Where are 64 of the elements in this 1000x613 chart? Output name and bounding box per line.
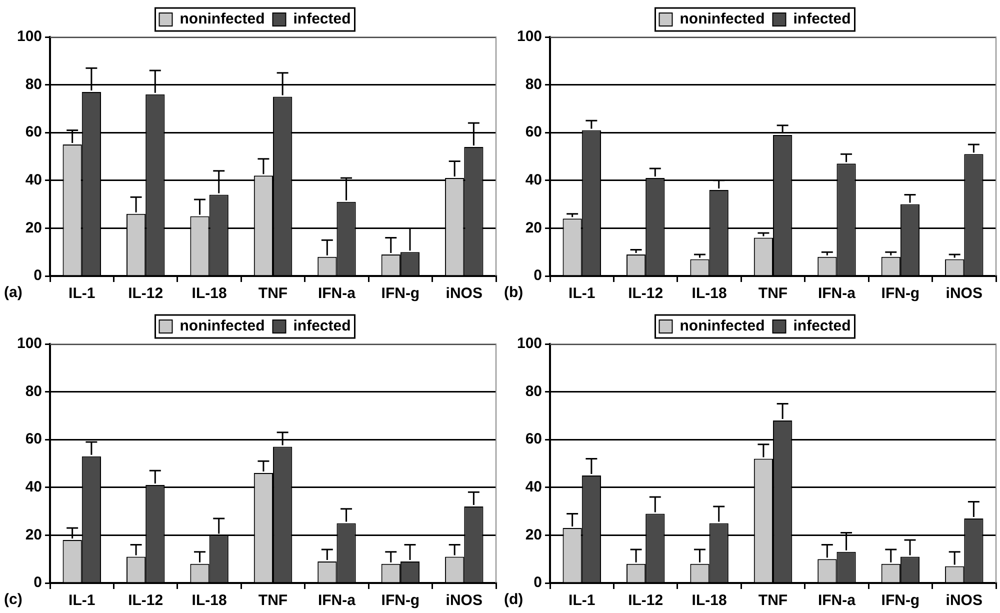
legend-label: noninfected xyxy=(680,10,765,28)
x-tick-label: IL-18 xyxy=(192,285,227,302)
y-tick-label: 0 xyxy=(534,267,542,284)
y-tick-label: 60 xyxy=(25,430,42,448)
legend-label: infected xyxy=(293,10,351,28)
x-tick-label: TNF xyxy=(758,285,788,302)
x-tick-label: IFN-g xyxy=(881,285,920,302)
x-tick-label: TNF xyxy=(758,592,788,610)
y-tick-label: 0 xyxy=(34,574,42,592)
x-tick-label: IL-12 xyxy=(128,285,164,302)
y-tick-label: 20 xyxy=(525,526,542,544)
y-tick-label: 20 xyxy=(25,219,42,236)
y-tick-label: 0 xyxy=(534,574,542,592)
y-tick-label: 100 xyxy=(16,28,42,46)
x-tick-label: IL-18 xyxy=(192,592,227,610)
x-tick-label: IL-18 xyxy=(692,285,727,302)
legend-label: noninfected xyxy=(180,10,265,28)
legend-label: noninfected xyxy=(180,318,265,335)
y-tick-label: 80 xyxy=(25,382,42,400)
x-tick-label: IL-18 xyxy=(692,592,727,610)
x-tick-label: IL-1 xyxy=(568,592,596,610)
text: (b) xyxy=(504,284,524,302)
y-tick-label: 80 xyxy=(525,382,542,400)
y-tick-label: 60 xyxy=(25,124,42,141)
x-tick-label: IFN-a xyxy=(818,285,856,302)
x-tick-label: iNOS xyxy=(946,285,982,302)
legend-label: infected xyxy=(793,318,851,335)
x-tick-label: IL-1 xyxy=(68,592,96,610)
x-tick-label: iNOS xyxy=(946,592,982,610)
legend-label: infected xyxy=(793,10,851,28)
x-tick-label: IFN-a xyxy=(318,285,356,302)
text: (d) xyxy=(504,591,524,608)
x-tick-label: TNF xyxy=(258,592,288,610)
y-tick-label: 40 xyxy=(525,478,542,496)
y-tick-label: 80 xyxy=(25,76,42,93)
y-tick-label: 20 xyxy=(25,526,42,544)
legend-label: infected xyxy=(293,318,351,335)
x-tick-label: IL-1 xyxy=(68,285,96,302)
y-tick-label: 100 xyxy=(516,335,542,352)
y-tick-label: 40 xyxy=(525,172,542,189)
y-tick-label: 100 xyxy=(16,335,42,352)
x-tick-label: IL-12 xyxy=(628,285,664,302)
text: (c) xyxy=(4,591,22,608)
y-tick-label: 0 xyxy=(34,267,42,284)
x-tick-label: IL-12 xyxy=(628,592,664,610)
y-tick-label: 100 xyxy=(516,28,542,46)
x-tick-label: IFN-g xyxy=(381,285,420,302)
x-tick-label: IFN-a xyxy=(818,592,856,610)
y-tick-label: 60 xyxy=(525,430,542,448)
x-tick-label: IFN-g xyxy=(881,592,920,610)
y-tick-label: 60 xyxy=(525,124,542,141)
legend-label: noninfected xyxy=(680,318,765,335)
x-tick-label: iNOS xyxy=(446,592,482,610)
y-tick-label: 80 xyxy=(525,76,542,93)
y-tick-label: 40 xyxy=(25,172,42,189)
y-tick-label: 40 xyxy=(25,478,42,496)
x-tick-label: IFN-a xyxy=(318,592,356,610)
text: (a) xyxy=(4,284,22,302)
x-tick-label: IL-1 xyxy=(568,285,596,302)
x-tick-label: IFN-g xyxy=(381,592,420,610)
y-tick-label: 20 xyxy=(525,219,542,236)
x-tick-label: TNF xyxy=(258,285,288,302)
x-tick-label: IL-12 xyxy=(128,592,164,610)
x-tick-label: iNOS xyxy=(446,285,482,302)
